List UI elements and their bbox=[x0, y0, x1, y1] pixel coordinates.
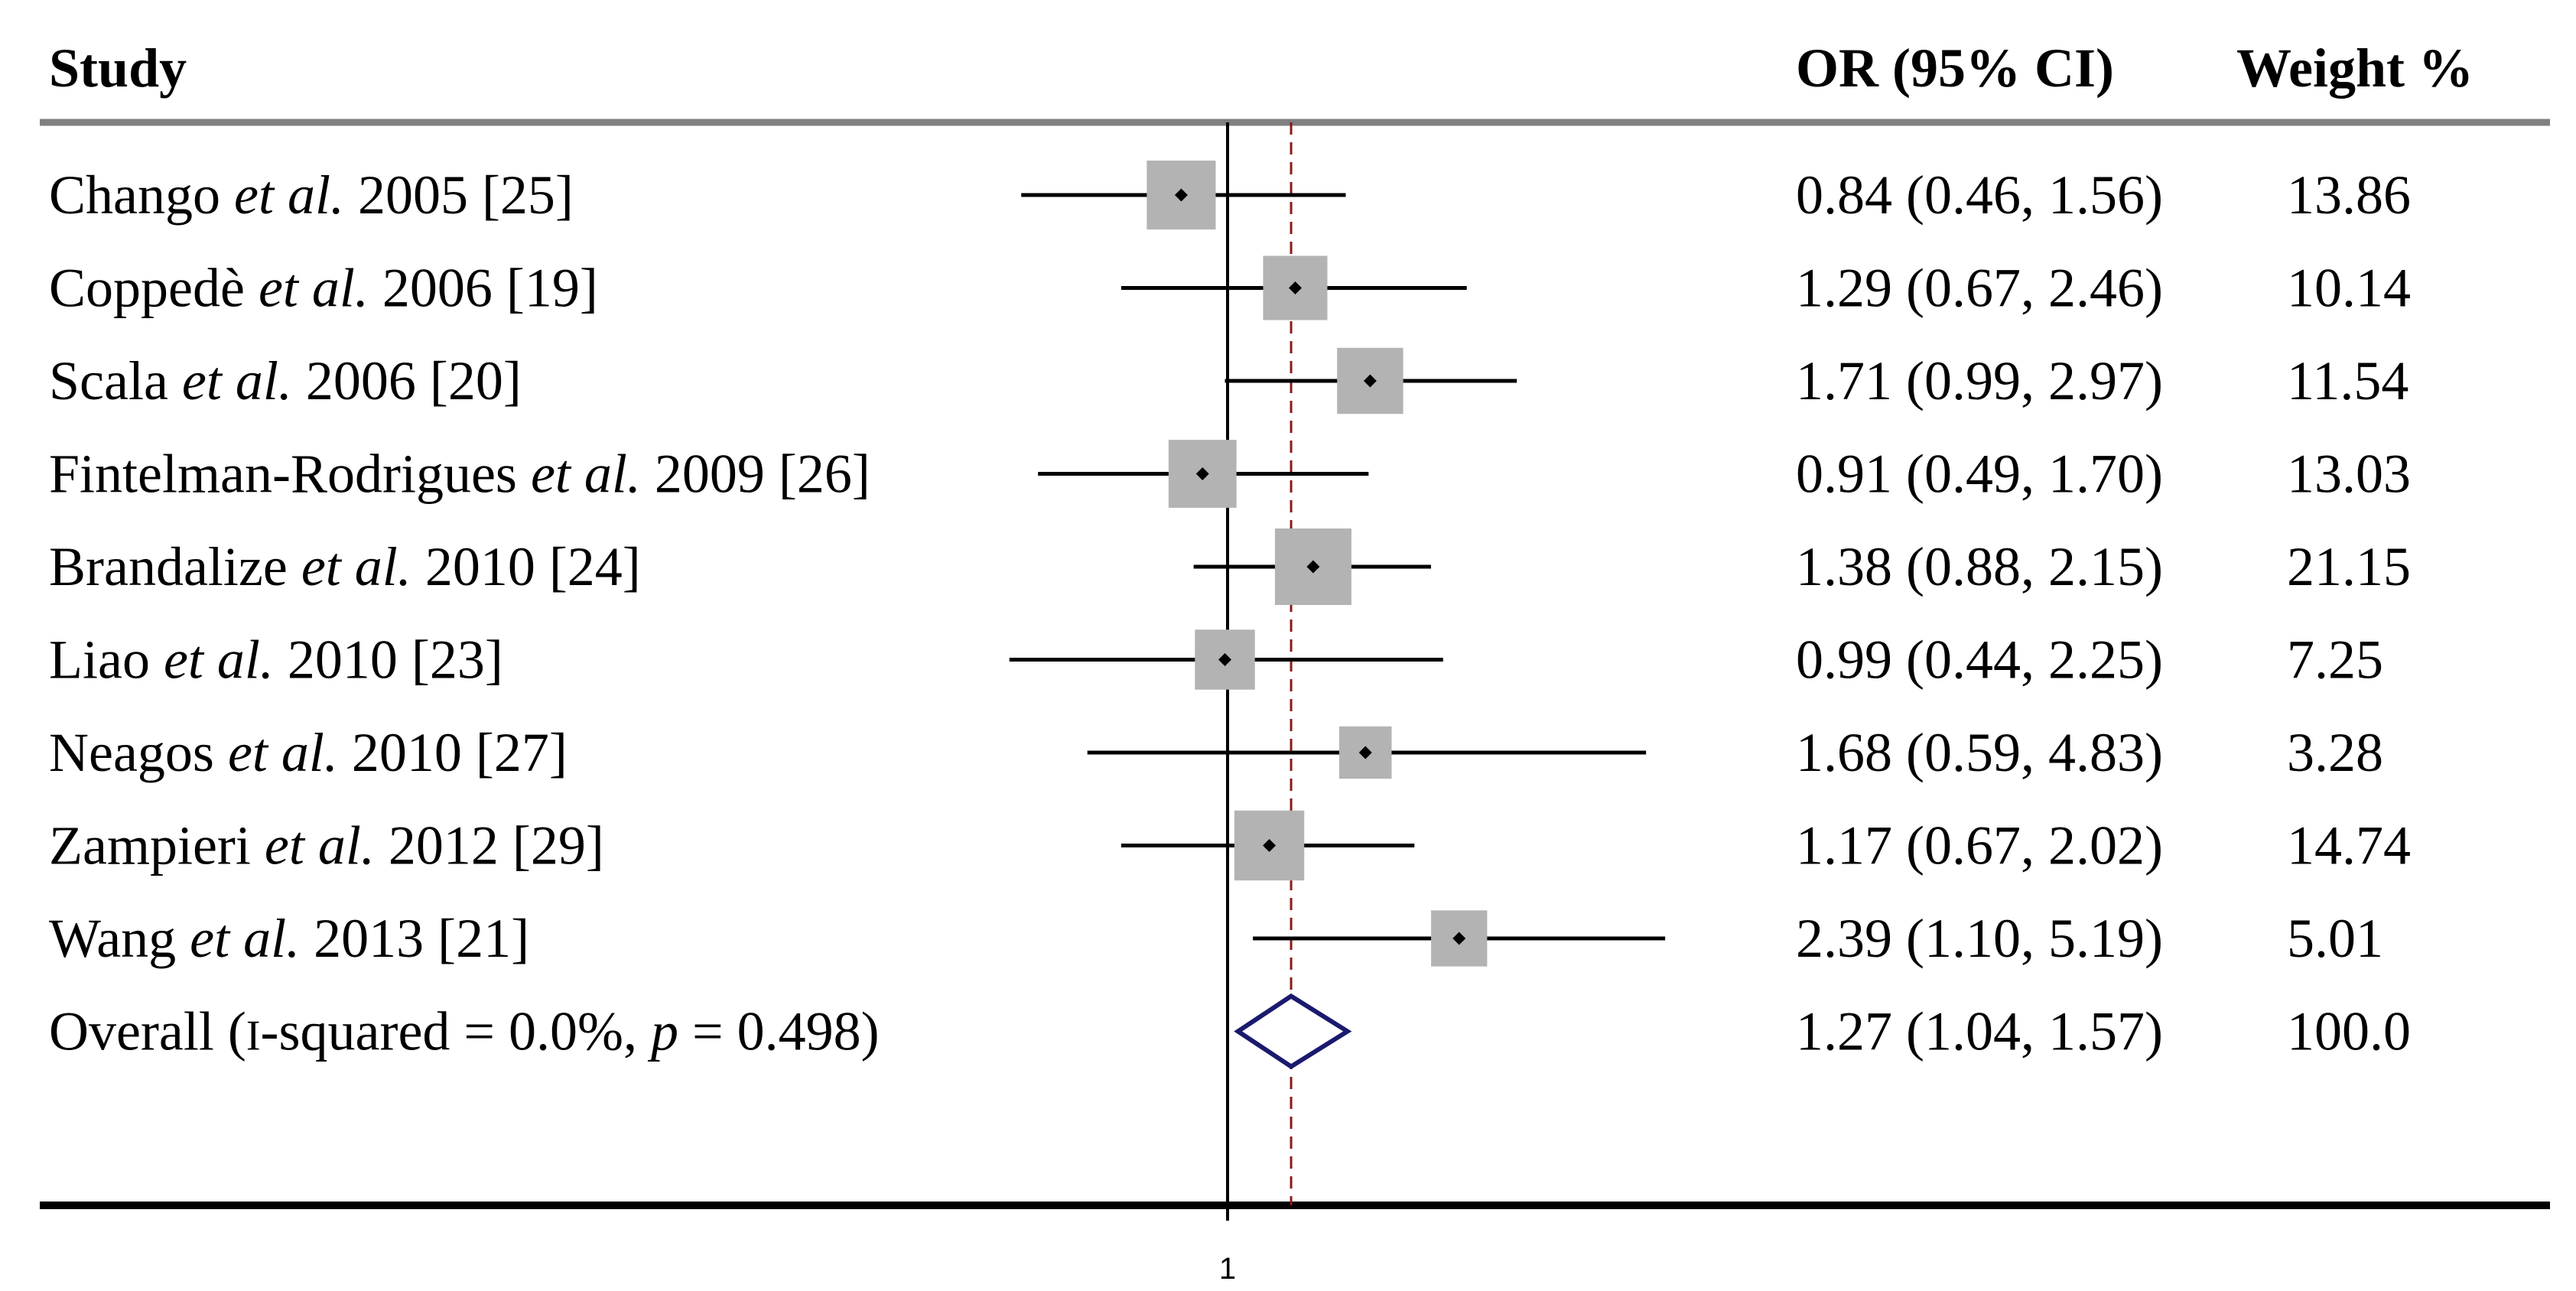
study-label: Scala et al. 2006 [20] bbox=[49, 350, 522, 411]
header-study: Study bbox=[49, 37, 187, 99]
study-year-ref: 2010 [24] bbox=[411, 536, 641, 597]
study-name: Liao bbox=[49, 629, 164, 691]
or-ci-value: 0.99 (0.44, 2.25) bbox=[1796, 629, 2163, 691]
study-etal: et al. bbox=[259, 258, 369, 319]
weight-value: 21.15 bbox=[2287, 536, 2411, 597]
study-name: Zampieri bbox=[49, 815, 265, 876]
weight-value: 13.03 bbox=[2287, 444, 2411, 505]
or-ci-value: 2.39 (1.10, 5.19) bbox=[1796, 908, 2163, 969]
study-row: Scala et al. 2006 [20] 1.71 (0.99, 2.97) 1… bbox=[49, 347, 2408, 415]
overall-or-ci-value: 1.27 (1.04, 1.57) bbox=[1796, 1001, 2163, 1062]
study-row: Coppedè et al. 2006 [19] 1.29 (0.67, 2.46… bbox=[49, 255, 2411, 320]
study-row: Wang et al. 2013 [21] 2.39 (1.10, 5.19) 5.… bbox=[49, 908, 2383, 969]
point-estimate bbox=[1218, 653, 1231, 666]
study-year-ref: 2010 [27] bbox=[338, 722, 568, 783]
study-name: Brandalize bbox=[49, 536, 301, 597]
point-estimate bbox=[1306, 560, 1320, 574]
study-etal: et al. bbox=[301, 536, 411, 597]
study-row: Fintelman-Rodrigues et al. 2009 [26] 0.91… bbox=[49, 440, 2411, 508]
overall-label: Overall (I-squared = 0.0%, p = 0.498) bbox=[49, 1001, 880, 1062]
weight-value: 11.54 bbox=[2287, 350, 2408, 411]
weight-value: 3.28 bbox=[2287, 722, 2383, 783]
or-ci-value: 0.91 (0.49, 1.70) bbox=[1796, 444, 2163, 505]
study-etal: et al. bbox=[182, 350, 292, 411]
study-etal: et al. bbox=[164, 629, 274, 691]
point-estimate bbox=[1195, 467, 1209, 480]
study-year-ref: 2006 [20] bbox=[292, 350, 522, 411]
point-estimate bbox=[1452, 932, 1466, 945]
header-or: OR (95% CI) bbox=[1796, 37, 2114, 99]
study-year-ref: 2005 [25] bbox=[344, 164, 574, 226]
study-etal: et al. bbox=[265, 815, 375, 876]
weight-value: 5.01 bbox=[2287, 908, 2383, 969]
study-row: Zampieri et al. 2012 [29] 1.17 (0.67, 2.0… bbox=[49, 810, 2411, 881]
or-ci-value: 1.29 (0.67, 2.46) bbox=[1796, 258, 2163, 319]
study-row: Neagos et al. 2010 [27] 1.68 (0.59, 4.83)… bbox=[49, 722, 2383, 783]
point-estimate bbox=[1263, 839, 1277, 852]
study-label: Wang et al. 2013 [21] bbox=[49, 908, 529, 969]
study-label: Chango et al. 2005 [25] bbox=[49, 164, 574, 226]
study-etal: et al. bbox=[234, 164, 344, 226]
study-name: Coppedè bbox=[49, 258, 259, 319]
weight-value: 14.74 bbox=[2287, 815, 2411, 876]
study-etal: et al. bbox=[228, 722, 338, 783]
study-label: Zampieri et al. 2012 [29] bbox=[49, 815, 604, 876]
study-year-ref: 2009 [26] bbox=[641, 444, 870, 505]
x-axis-ticks: 1 bbox=[1219, 1252, 1236, 1286]
or-ci-value: 1.38 (0.88, 2.15) bbox=[1796, 536, 2163, 597]
study-row: Liao et al. 2010 [23] 0.99 (0.44, 2.25) 7.… bbox=[49, 629, 2383, 691]
weight-value: 13.86 bbox=[2287, 164, 2411, 226]
overall-i-letter: I bbox=[246, 1013, 261, 1060]
overall-diamond bbox=[1234, 993, 1352, 1070]
weight-value: 7.25 bbox=[2287, 629, 2383, 691]
study-label: Coppedè et al. 2006 [19] bbox=[49, 258, 598, 319]
or-ci-value: 1.68 (0.59, 4.83) bbox=[1796, 722, 2163, 783]
study-row: Chango et al. 2005 [25] 0.84 (0.46, 1.56)… bbox=[49, 160, 2411, 230]
overall-weight-value: 100.0 bbox=[2287, 1001, 2411, 1062]
study-row: Brandalize et al. 2010 [24] 1.38 (0.88, 2… bbox=[49, 528, 2411, 605]
overall-row: Overall (I-squared = 0.0%, p = 0.498) 1.2… bbox=[49, 993, 2411, 1070]
study-etal: et al. bbox=[531, 444, 641, 505]
study-name: Chango bbox=[49, 164, 234, 226]
study-name: Wang bbox=[49, 908, 190, 969]
study-year-ref: 2013 [21] bbox=[300, 908, 529, 969]
study-year-ref: 2012 [29] bbox=[375, 815, 604, 876]
study-label: Fintelman-Rodrigues et al. 2009 [26] bbox=[49, 444, 870, 505]
study-year-ref: 2010 [23] bbox=[274, 629, 503, 691]
point-estimate bbox=[1358, 746, 1372, 759]
study-name: Fintelman-Rodrigues bbox=[49, 444, 531, 505]
study-label: Brandalize et al. 2010 [24] bbox=[49, 536, 641, 597]
or-ci-value: 0.84 (0.46, 1.56) bbox=[1796, 164, 2163, 226]
study-year-ref: 2006 [19] bbox=[369, 258, 598, 319]
or-ci-value: 1.17 (0.67, 2.02) bbox=[1796, 815, 2163, 876]
study-label: Neagos et al. 2010 [27] bbox=[49, 722, 568, 783]
x-tick-label: 1 bbox=[1219, 1252, 1236, 1286]
study-etal: et al. bbox=[190, 908, 300, 969]
or-ci-value: 1.71 (0.99, 2.97) bbox=[1796, 350, 2163, 411]
study-rows: Chango et al. 2005 [25] 0.84 (0.46, 1.56)… bbox=[49, 160, 2411, 969]
weight-value: 10.14 bbox=[2287, 258, 2411, 319]
study-label: Liao et al. 2010 [23] bbox=[49, 629, 503, 691]
study-name: Scala bbox=[49, 350, 182, 411]
study-name: Neagos bbox=[49, 722, 228, 783]
header-weight: Weight % bbox=[2236, 37, 2474, 99]
